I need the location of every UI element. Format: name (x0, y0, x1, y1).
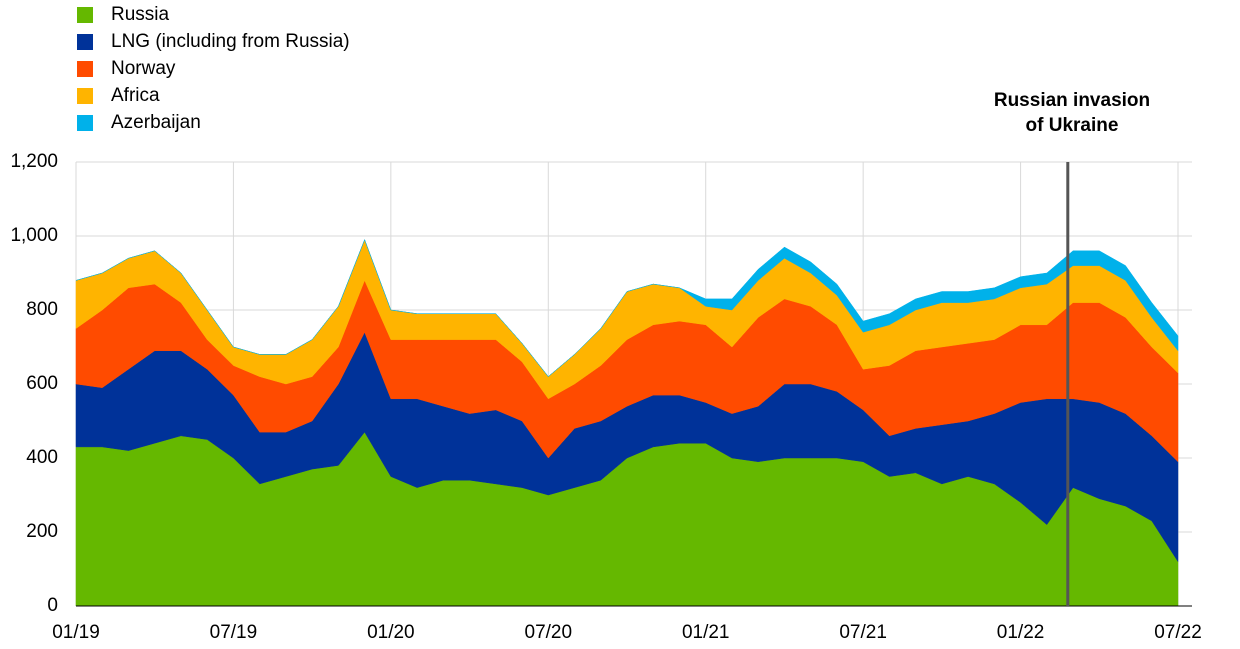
legend-swatch (77, 88, 93, 104)
x-tick-label: 07/20 (525, 622, 573, 643)
legend-swatch (77, 61, 93, 77)
legend-swatch (77, 7, 93, 23)
legend-label: Africa (111, 85, 160, 106)
y-tick-label: 1,000 (10, 225, 58, 246)
y-tick-label: 0 (47, 595, 58, 616)
legend-label: LNG (including from Russia) (111, 31, 350, 52)
y-tick-label: 800 (26, 299, 58, 320)
annotation: Russian invasion (994, 90, 1150, 111)
area (75, 239, 1179, 377)
y-tick-label: 400 (26, 447, 58, 468)
legend-label: Norway (111, 58, 176, 79)
x-tick-label: 01/19 (52, 622, 100, 643)
legend-swatch (77, 34, 93, 50)
legend-label: Russia (111, 4, 170, 25)
x-tick-label: 01/20 (367, 622, 415, 643)
legend-label: Azerbaijan (111, 112, 201, 133)
y-tick-label: 1,200 (10, 151, 58, 172)
y-tick-label: 200 (26, 521, 58, 542)
x-tick-label: 07/21 (839, 622, 887, 643)
x-tick-label: 01/22 (997, 622, 1045, 643)
annotation: of Ukraine (1026, 115, 1119, 136)
x-tick-label: 07/22 (1154, 622, 1202, 643)
legend-swatch (77, 115, 93, 131)
x-tick-label: 07/19 (210, 622, 258, 643)
x-tick-label: 01/21 (682, 622, 730, 643)
y-tick-label: 600 (26, 373, 58, 394)
